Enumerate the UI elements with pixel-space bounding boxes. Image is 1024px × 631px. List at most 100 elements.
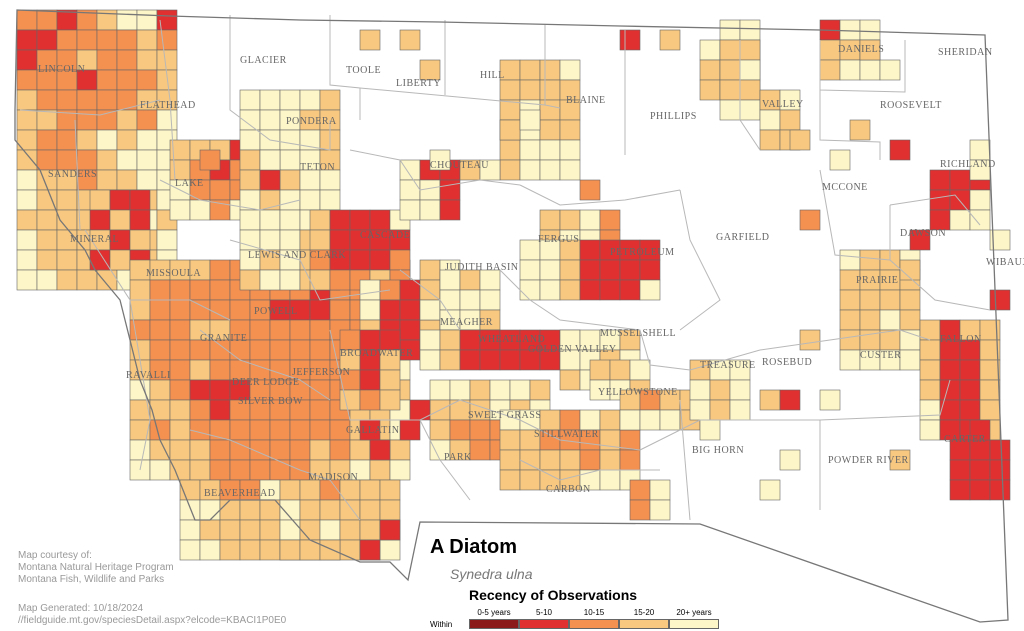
observation-cell (129, 209, 151, 231)
observation-cell (599, 469, 621, 491)
observation-cell (539, 449, 561, 471)
observation-cell (269, 339, 291, 361)
observation-cell (116, 149, 138, 171)
observation-cell (289, 419, 311, 441)
observation-cell (359, 519, 381, 541)
observation-cell (929, 169, 951, 191)
observation-cell (209, 259, 231, 281)
observation-cell (499, 449, 521, 471)
observation-cell (519, 469, 541, 491)
observation-cell (189, 439, 211, 461)
county-label-sheridan: SHERIDAN (938, 47, 993, 58)
observation-cell (949, 209, 971, 231)
observation-cell (339, 329, 361, 351)
scientific-name: Synedra ulna (450, 566, 533, 582)
observation-cell (299, 519, 321, 541)
observation-cell (559, 159, 581, 181)
observation-cell (56, 189, 78, 211)
observation-cell (189, 399, 211, 421)
observation-cell (399, 159, 421, 181)
observation-cell (189, 199, 211, 221)
observation-cell (619, 429, 641, 451)
observation-cell (599, 449, 621, 471)
observation-cell (239, 89, 261, 111)
observation-cell (519, 259, 541, 281)
observation-cell (639, 409, 661, 431)
observation-cell (519, 59, 541, 81)
observation-cell (739, 39, 761, 61)
observation-cell (429, 149, 451, 171)
observation-cell (739, 99, 761, 121)
observation-cell (949, 169, 971, 191)
county-label-blaine: BLAINE (566, 95, 606, 106)
observation-cell (879, 59, 901, 81)
observation-cell (239, 269, 261, 291)
observation-cell (359, 479, 381, 501)
observation-cell (499, 469, 521, 491)
observation-cell (259, 89, 281, 111)
legend-item: 20+ years (669, 607, 719, 629)
observation-cell (289, 319, 311, 341)
observation-cell (56, 269, 78, 291)
county-label-beaverhead: BEAVERHEAD (204, 488, 275, 499)
county-label-carbon: CARBON (546, 484, 591, 495)
observation-cell (609, 359, 631, 381)
observation-cell (399, 419, 421, 441)
observation-cell (989, 229, 1011, 251)
observation-cell (36, 9, 58, 31)
observation-cell (279, 89, 301, 111)
observation-cell (149, 439, 171, 461)
observation-cell (859, 39, 881, 61)
observation-cell (539, 59, 561, 81)
observation-cell (559, 369, 581, 391)
observation-cell (309, 299, 331, 321)
county-boundaries (19, 15, 991, 521)
observation-cell (169, 319, 191, 341)
observation-cell (239, 539, 261, 561)
observation-cell (439, 199, 461, 221)
map-credit: Map courtesy of: Montana Natural Heritag… (18, 550, 174, 586)
observation-cell (36, 149, 58, 171)
observation-cell (319, 499, 341, 521)
observation-cell (169, 399, 191, 421)
observation-cell (519, 279, 541, 301)
observation-cell (136, 9, 158, 31)
observation-cell (539, 119, 561, 141)
observation-cell (539, 99, 561, 121)
observation-cell (129, 319, 151, 341)
county-label-park: PARK (444, 452, 472, 463)
county-label-sanders: SANDERS (48, 169, 97, 180)
observation-cell (589, 359, 611, 381)
observation-cell (529, 379, 551, 401)
observation-cell (619, 29, 641, 51)
observation-cell (309, 379, 331, 401)
observation-cell (759, 109, 781, 131)
county-label-powell: POWELL (254, 306, 298, 317)
observation-cell (759, 129, 781, 151)
observation-cell (309, 339, 331, 361)
observation-cell (599, 409, 621, 431)
observation-cell (219, 499, 241, 521)
observation-cell (709, 379, 731, 401)
observation-cell (819, 59, 841, 81)
observation-cell (469, 439, 491, 461)
observation-cell (429, 379, 451, 401)
county-label-custer: CUSTER (860, 350, 901, 361)
county-label-musselshell: MUSSELSHELL (600, 328, 676, 339)
observation-cell (199, 499, 221, 521)
observation-cell (76, 89, 98, 111)
county-label-silver-bow: SILVER BOW (238, 396, 303, 407)
county-label-gallatin: GALLATIN (346, 425, 399, 436)
observation-cell (419, 259, 441, 281)
observation-cell (559, 59, 581, 81)
observation-cell (109, 249, 131, 271)
observation-cell (219, 539, 241, 561)
observation-cell (719, 39, 741, 61)
observation-cell (639, 259, 661, 281)
observation-cell (499, 429, 521, 451)
observation-cell (319, 89, 341, 111)
observation-cell (899, 349, 921, 371)
observation-cell (949, 189, 971, 211)
observation-cell (129, 439, 151, 461)
observation-cell (639, 279, 661, 301)
